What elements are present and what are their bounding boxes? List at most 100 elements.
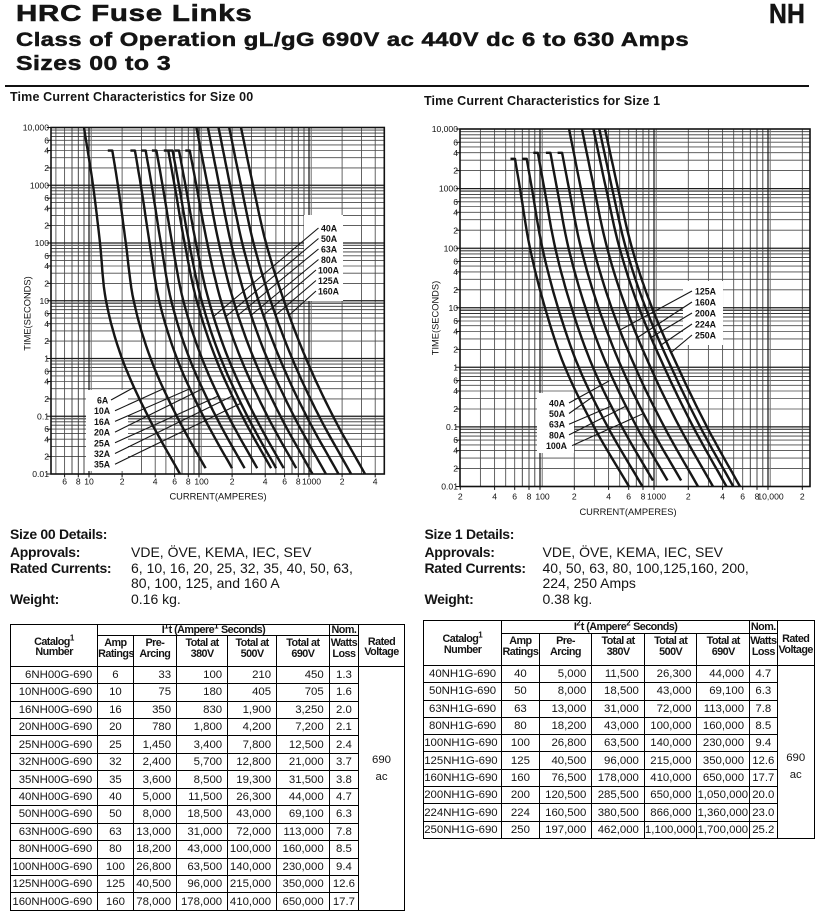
svg-text:10: 10 bbox=[448, 303, 458, 313]
svg-text:2: 2 bbox=[572, 492, 577, 502]
svg-text:40A: 40A bbox=[549, 399, 566, 409]
svg-text:125A: 125A bbox=[318, 276, 340, 286]
svg-text:4: 4 bbox=[44, 261, 49, 271]
svg-text:1000: 1000 bbox=[647, 492, 666, 502]
svg-text:10: 10 bbox=[39, 296, 49, 306]
svg-text:4: 4 bbox=[373, 477, 378, 487]
svg-text:4: 4 bbox=[44, 319, 49, 329]
svg-text:160A: 160A bbox=[695, 298, 717, 308]
svg-text:50A: 50A bbox=[321, 234, 338, 244]
svg-text:2: 2 bbox=[453, 166, 458, 176]
svg-text:2: 2 bbox=[453, 345, 458, 355]
svg-text:6: 6 bbox=[626, 492, 631, 502]
svg-text:6: 6 bbox=[44, 309, 49, 319]
svg-text:8: 8 bbox=[76, 477, 81, 487]
svg-text:2: 2 bbox=[340, 477, 345, 487]
svg-text:8: 8 bbox=[527, 492, 532, 502]
svg-text:8: 8 bbox=[755, 492, 760, 502]
svg-text:224A: 224A bbox=[695, 320, 717, 330]
svg-text:4: 4 bbox=[453, 327, 458, 337]
svg-text:10,000: 10,000 bbox=[432, 124, 459, 134]
svg-text:1000: 1000 bbox=[30, 180, 49, 190]
svg-text:2: 2 bbox=[453, 285, 458, 295]
svg-text:6: 6 bbox=[44, 366, 49, 376]
svg-text:63A: 63A bbox=[321, 245, 338, 255]
svg-text:200A: 200A bbox=[695, 309, 717, 319]
svg-text:2: 2 bbox=[120, 477, 125, 487]
svg-text:4: 4 bbox=[453, 148, 458, 158]
svg-text:4: 4 bbox=[453, 207, 458, 217]
svg-text:4: 4 bbox=[44, 434, 49, 444]
svg-text:16A: 16A bbox=[94, 417, 111, 427]
svg-text:6: 6 bbox=[172, 477, 177, 487]
svg-text:4: 4 bbox=[44, 146, 49, 156]
svg-text:40A: 40A bbox=[321, 224, 338, 234]
svg-text:10,000: 10,000 bbox=[23, 123, 50, 133]
svg-text:2: 2 bbox=[686, 492, 691, 502]
svg-text:1000: 1000 bbox=[302, 477, 321, 487]
svg-text:6: 6 bbox=[44, 424, 49, 434]
svg-text:CURRENT(AMPERES): CURRENT(AMPERES) bbox=[579, 507, 676, 517]
svg-text:25A: 25A bbox=[94, 438, 111, 448]
svg-text:8: 8 bbox=[641, 492, 646, 502]
svg-text:4: 4 bbox=[453, 446, 458, 456]
svg-text:2: 2 bbox=[453, 464, 458, 474]
svg-text:6: 6 bbox=[453, 137, 458, 147]
svg-text:4: 4 bbox=[720, 492, 725, 502]
svg-text:4: 4 bbox=[153, 477, 158, 487]
svg-text:2: 2 bbox=[44, 163, 49, 173]
svg-text:10,000: 10,000 bbox=[757, 492, 784, 502]
svg-text:100: 100 bbox=[535, 492, 550, 502]
svg-text:6: 6 bbox=[740, 492, 745, 502]
svg-text:250A: 250A bbox=[695, 331, 717, 341]
svg-text:1: 1 bbox=[453, 362, 458, 372]
svg-text:0.1: 0.1 bbox=[446, 422, 458, 432]
svg-text:20A: 20A bbox=[94, 428, 111, 438]
svg-text:6: 6 bbox=[44, 135, 49, 145]
svg-text:TIME(SECONDS): TIME(SECONDS) bbox=[23, 276, 33, 350]
svg-text:6: 6 bbox=[512, 492, 517, 502]
svg-text:6: 6 bbox=[453, 197, 458, 207]
svg-text:80A: 80A bbox=[549, 430, 566, 440]
svg-text:TIME(SECONDS): TIME(SECONDS) bbox=[431, 281, 441, 355]
svg-text:0.01: 0.01 bbox=[32, 469, 49, 479]
svg-text:10: 10 bbox=[84, 477, 94, 487]
svg-text:100: 100 bbox=[194, 477, 209, 487]
svg-text:10A: 10A bbox=[94, 406, 111, 416]
svg-text:100A: 100A bbox=[318, 266, 340, 276]
svg-text:6: 6 bbox=[453, 376, 458, 386]
svg-text:63A: 63A bbox=[549, 420, 566, 430]
svg-text:2: 2 bbox=[44, 394, 49, 404]
svg-text:6: 6 bbox=[453, 435, 458, 445]
svg-text:2: 2 bbox=[44, 279, 49, 289]
svg-text:50A: 50A bbox=[549, 409, 566, 419]
svg-text:0.1: 0.1 bbox=[37, 411, 49, 421]
svg-text:1: 1 bbox=[44, 354, 49, 364]
svg-text:2: 2 bbox=[453, 404, 458, 414]
svg-text:6: 6 bbox=[453, 257, 458, 267]
svg-text:2: 2 bbox=[800, 492, 805, 502]
svg-text:4: 4 bbox=[453, 267, 458, 277]
svg-text:6: 6 bbox=[282, 477, 287, 487]
svg-text:32A: 32A bbox=[94, 449, 111, 459]
svg-text:2: 2 bbox=[458, 492, 463, 502]
svg-text:6A: 6A bbox=[97, 396, 109, 406]
svg-text:8: 8 bbox=[186, 477, 191, 487]
svg-text:4: 4 bbox=[606, 492, 611, 502]
svg-text:100A: 100A bbox=[546, 441, 568, 451]
svg-text:2: 2 bbox=[44, 452, 49, 462]
svg-text:2: 2 bbox=[44, 221, 49, 231]
svg-text:0.01: 0.01 bbox=[441, 482, 458, 492]
svg-text:4: 4 bbox=[492, 492, 497, 502]
svg-text:6: 6 bbox=[44, 193, 49, 203]
svg-text:4: 4 bbox=[44, 203, 49, 213]
svg-text:80A: 80A bbox=[321, 255, 338, 265]
svg-text:CURRENT(AMPERES): CURRENT(AMPERES) bbox=[169, 492, 266, 502]
svg-text:125A: 125A bbox=[695, 287, 717, 297]
svg-text:6: 6 bbox=[44, 251, 49, 261]
svg-text:6: 6 bbox=[62, 477, 67, 487]
svg-text:100: 100 bbox=[444, 243, 459, 253]
svg-text:4: 4 bbox=[44, 377, 49, 387]
svg-text:35A: 35A bbox=[94, 460, 111, 470]
svg-text:8: 8 bbox=[296, 477, 301, 487]
